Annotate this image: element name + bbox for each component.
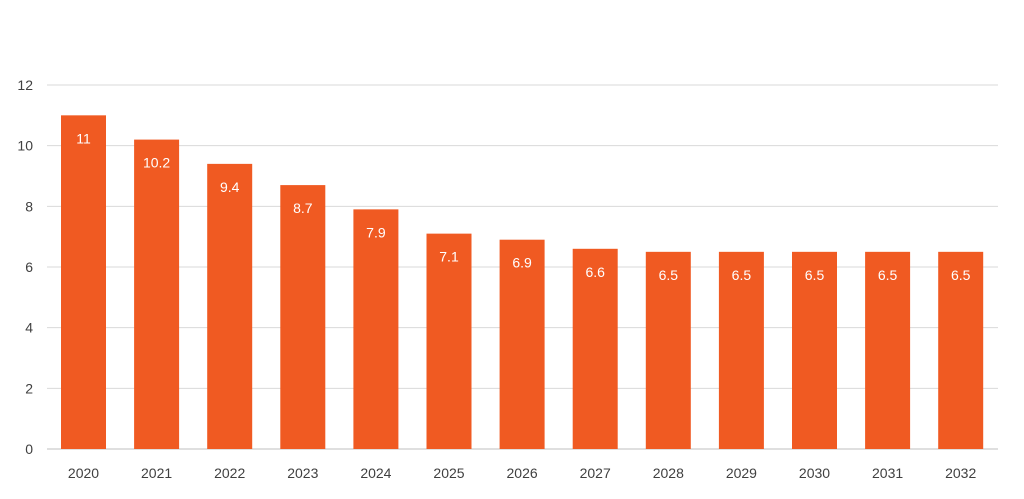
bars bbox=[61, 115, 984, 449]
bar-value-label: 6.5 bbox=[659, 267, 679, 283]
bar-2028 bbox=[645, 251, 691, 449]
bar-2021 bbox=[134, 139, 180, 449]
bar-value-label: 10.2 bbox=[143, 155, 170, 171]
x-tick-label: 2030 bbox=[799, 465, 830, 481]
x-tick-label: 2027 bbox=[580, 465, 611, 481]
bar-2022 bbox=[207, 163, 253, 449]
y-axis-ticks: 0 2 4 6 8 10 12 bbox=[17, 77, 33, 457]
x-tick-label: 2028 bbox=[653, 465, 684, 481]
x-tick-label: 2021 bbox=[141, 465, 172, 481]
bar-value-label: 6.5 bbox=[732, 267, 752, 283]
y-tick-label: 2 bbox=[25, 380, 33, 396]
y-tick-label: 0 bbox=[25, 441, 33, 457]
bar-2029 bbox=[718, 251, 764, 449]
bar-value-label: 7.1 bbox=[439, 249, 459, 265]
x-axis-ticks: 2020 2021 2022 2023 2024 2025 2026 2027 2028 2029… bbox=[68, 465, 977, 481]
bar-value-label: 7.9 bbox=[366, 224, 386, 240]
bar-2032 bbox=[938, 251, 984, 449]
x-tick-label: 2025 bbox=[433, 465, 464, 481]
bar-value-label: 6.5 bbox=[878, 267, 898, 283]
bar-value-label: 6.5 bbox=[951, 267, 971, 283]
bar-value-label: 8.7 bbox=[293, 200, 313, 216]
x-tick-label: 2029 bbox=[726, 465, 757, 481]
bar-value-label: 6.6 bbox=[585, 264, 605, 280]
bar-2031 bbox=[865, 251, 911, 449]
x-tick-label: 2031 bbox=[872, 465, 903, 481]
x-tick-label: 2022 bbox=[214, 465, 245, 481]
bar-2020 bbox=[61, 115, 106, 449]
bar-value-label: 9.4 bbox=[220, 179, 240, 195]
bar-2026 bbox=[499, 239, 545, 449]
bar-2027 bbox=[572, 248, 618, 449]
y-tick-label: 4 bbox=[25, 320, 33, 336]
y-tick-label: 8 bbox=[25, 198, 33, 214]
bar-value-label: 6.9 bbox=[512, 255, 532, 271]
y-tick-label: 12 bbox=[17, 77, 33, 93]
bar-data-labels: 11 10.2 9.4 8.7 7.9 7.1 6.9 6.6 6.5 6.5 6.5 6.5 6.5 bbox=[76, 130, 970, 283]
y-tick-label: 6 bbox=[25, 259, 33, 275]
bar-2024 bbox=[353, 209, 399, 449]
x-tick-label: 2024 bbox=[360, 465, 391, 481]
y-tick-label: 10 bbox=[17, 138, 33, 154]
bar-value-label: 11 bbox=[76, 130, 91, 146]
bar-2025 bbox=[426, 233, 472, 449]
bar-2030 bbox=[792, 251, 837, 449]
x-tick-label: 2026 bbox=[507, 465, 538, 481]
bar-2023 bbox=[280, 185, 326, 449]
x-tick-label: 2023 bbox=[287, 465, 318, 481]
x-tick-label: 2020 bbox=[68, 465, 99, 481]
x-tick-label: 2032 bbox=[945, 465, 976, 481]
bar-value-label: 6.5 bbox=[805, 267, 825, 283]
